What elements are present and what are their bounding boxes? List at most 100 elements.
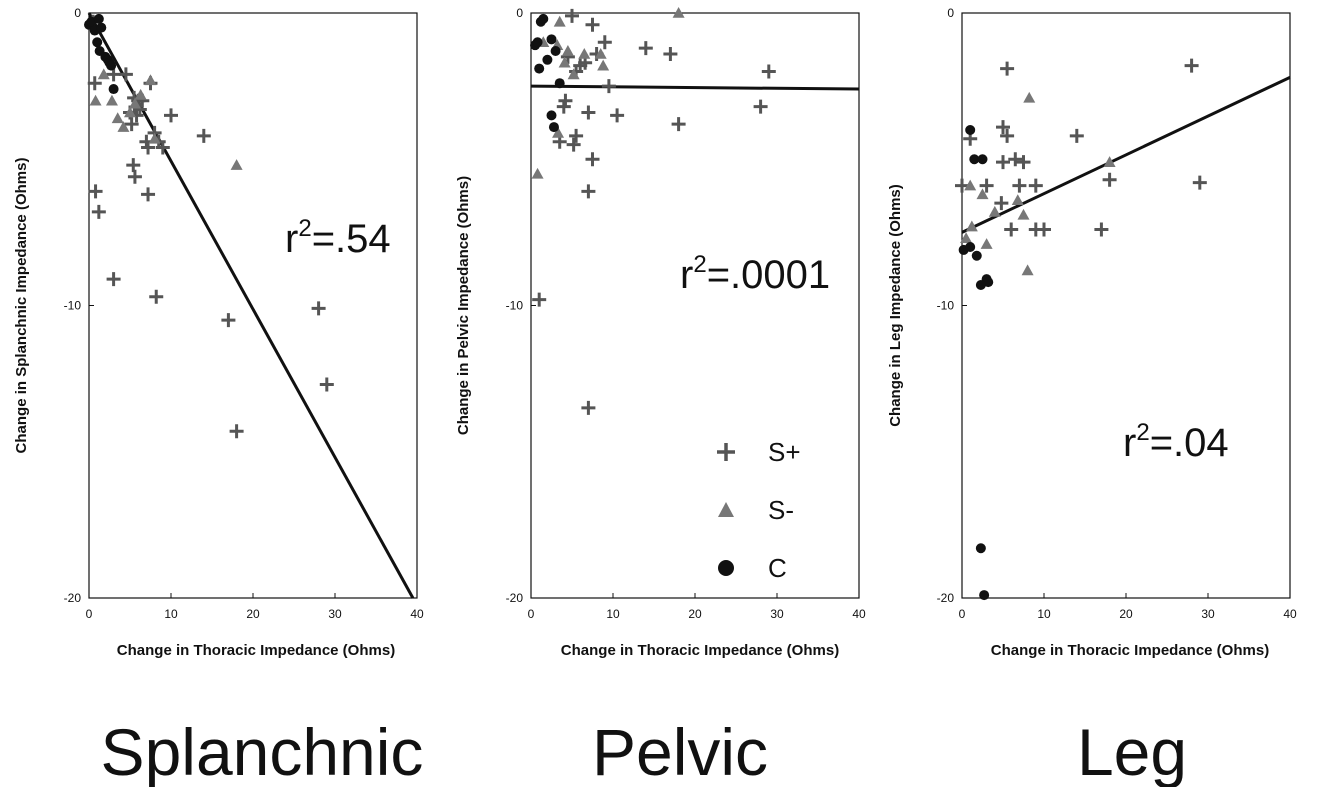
data-point-triangle [553,15,566,27]
data-point-plus [91,204,106,219]
data-point-plus [1016,155,1031,170]
data-point-plus [221,313,236,328]
data-point-plus [149,289,164,304]
r-squared-value: =.0001 [707,253,830,297]
r-squared-value: =.04 [1150,421,1229,465]
data-point-circle [977,154,988,165]
data-point-circle [106,60,117,71]
data-point-plus [1037,222,1051,237]
data-point-plus [106,272,121,287]
data-point-plus [141,187,156,202]
data-point-plus [597,35,612,50]
data-point-plus [1192,175,1207,190]
data-point-triangle [976,188,989,200]
data-point-triangle [552,126,565,138]
data-point-triangle [597,59,610,71]
x-tick-label: 20 [1119,607,1133,621]
r-squared-base: r [1123,421,1136,465]
legend-label: S+ [768,437,801,467]
regression-line [530,84,860,91]
r-squared-base: r [285,217,298,261]
data-point-plus [311,301,326,316]
data-point-circle [96,22,107,33]
data-point-plus [581,184,596,199]
data-point-triangle [105,94,118,106]
data-point-circle [108,84,119,95]
y-axis-title: Change in Pelvic Impedance (Ohms) [455,176,472,435]
y-tick-label: -20 [937,591,955,605]
x-tick-label: 20 [246,607,260,621]
data-point-plus [566,137,581,152]
data-point-circle [971,250,982,261]
x-tick-label: 10 [164,607,178,621]
x-tick-label: 30 [1201,607,1215,621]
y-tick-label: -10 [64,299,82,313]
data-point-triangle [117,121,130,132]
data-point-plus [565,8,579,23]
data-point-triangle [964,179,977,191]
data-point-plus [118,67,133,82]
data-point-plus [610,108,625,123]
r-squared-annotation: r2=.04 [1123,419,1229,465]
data-point-circle [538,13,549,24]
data-point-plus [1069,128,1084,143]
panel-title: Splanchnic [101,715,424,787]
x-axis-title: Change in Thoracic Impedance (Ohms) [991,642,1269,659]
r-squared-sup: 2 [298,215,311,242]
y-tick-label: 0 [74,6,81,20]
data-point-triangle [1023,91,1036,103]
data-point-plus [569,128,584,143]
x-tick-label: 30 [328,607,342,621]
y-tick-label: 0 [947,6,954,20]
data-point-plus [581,105,596,120]
panel-leg: 0 10 20 30 40 0 -10 -20 r2=.04 Change in Thoracic… [887,6,1297,787]
y-axis-title: Change in Leg Impedance (Ohms) [887,184,904,427]
data-point-plus [155,140,170,155]
data-point-circle [554,78,565,89]
data-point-plus [1102,172,1117,187]
data-point-triangle [148,132,161,144]
data-point-plus [124,117,139,132]
panel-title: Pelvic [592,715,768,787]
data-point-plus [1000,128,1015,143]
data-point-triangle [144,74,157,86]
panel-pelvic: 0 10 20 30 40 0 -10 -20 r2=.0001 Change in Thorac… [455,6,866,787]
data-point-plus [761,64,776,79]
data-point-plus [196,128,211,143]
data-point-triangle [561,45,574,56]
data-point-plus [1012,178,1027,193]
panel-splanchnic: 0 10 20 30 40 0 -10 -20 r2=.54 Change in Thoracic… [13,6,424,787]
data-point-triangle [111,112,124,124]
data-point-triangle [1017,208,1030,220]
data-point-plus [1008,152,1023,167]
regression-line [961,75,1291,234]
legend-label: S- [768,495,794,525]
r-squared-annotation: r2=.54 [285,215,391,261]
y-tick-label: 0 [516,6,523,20]
data-point-plus [558,93,573,108]
data-point-triangle [558,56,571,68]
data-point-plus [601,79,616,94]
data-point-triangle [1021,264,1034,276]
data-point-plus [87,76,102,91]
data-point-plus [663,46,678,61]
x-tick-label: 10 [1037,607,1051,621]
data-point-plus [229,424,244,439]
data-point-triangle [965,220,978,232]
data-point-plus [996,155,1010,170]
data-point-circle [550,46,561,57]
data-point-circle [969,154,980,165]
y-axis-title: Change in Splanchnic Impedance (Ohms) [13,158,30,454]
data-point-plus [996,120,1010,135]
data-point-circle [92,37,103,48]
data-point-triangle [960,232,973,244]
x-tick-label: 0 [86,607,93,621]
data-point-plus [164,108,178,123]
legend-item-circle: C [718,553,787,583]
data-point-plus [585,152,600,167]
r-squared-annotation: r2=.0001 [680,251,830,297]
data-point-circle [532,37,543,48]
legend-item-plus: S+ [717,437,801,467]
x-tick-label: 0 [959,607,966,621]
x-tick-label: 40 [1283,607,1297,621]
